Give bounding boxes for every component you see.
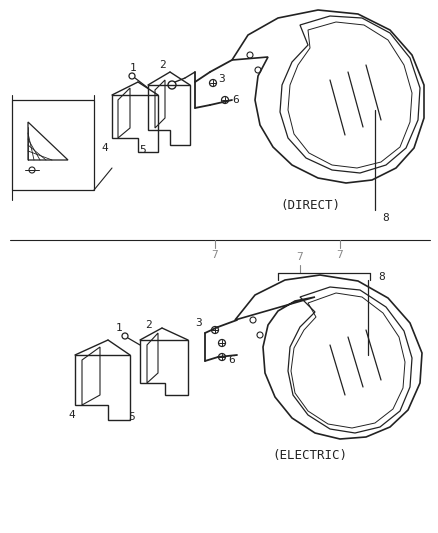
Text: 5: 5	[140, 145, 146, 155]
Text: 6: 6	[232, 95, 239, 105]
Text: (ELECTRIC): (ELECTRIC)	[272, 448, 347, 462]
Text: 7: 7	[337, 250, 343, 260]
Text: 5: 5	[129, 412, 135, 422]
Text: 4: 4	[69, 410, 75, 420]
Text: 1: 1	[115, 323, 122, 333]
Text: 2: 2	[145, 320, 152, 330]
Text: 4: 4	[102, 143, 108, 153]
Text: 6: 6	[228, 355, 235, 365]
Text: 2: 2	[159, 60, 166, 70]
Text: 3: 3	[195, 318, 202, 328]
Text: 8: 8	[378, 272, 385, 282]
Text: 7: 7	[297, 252, 304, 262]
Bar	[12, 100, 94, 190]
Text: 8: 8	[382, 213, 389, 223]
Text: (DIRECT): (DIRECT)	[280, 198, 340, 212]
Text: 7: 7	[212, 250, 219, 260]
Text: 1: 1	[130, 63, 136, 73]
Text: 3: 3	[218, 74, 225, 84]
